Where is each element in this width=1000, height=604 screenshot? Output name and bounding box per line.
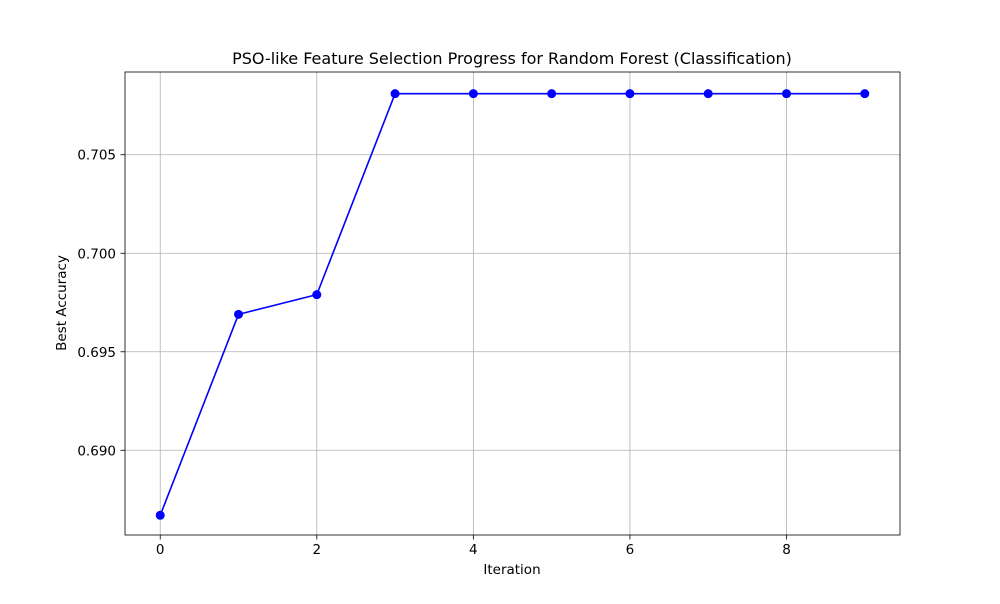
y-tick-label: 0.690 bbox=[77, 443, 116, 459]
data-point bbox=[234, 309, 244, 319]
data-point bbox=[625, 89, 635, 99]
data-point bbox=[703, 89, 713, 99]
data-point bbox=[468, 89, 478, 99]
series-layer bbox=[155, 89, 870, 520]
data-point bbox=[860, 89, 870, 99]
grid-layer bbox=[125, 72, 900, 535]
x-tick-label: 2 bbox=[312, 542, 321, 558]
x-axis-label: Iteration bbox=[483, 562, 540, 578]
data-point bbox=[312, 290, 322, 300]
x-tick-label: 6 bbox=[626, 542, 635, 558]
y-axis-label: Best Accuracy bbox=[54, 255, 70, 351]
chart-title: PSO-like Feature Selection Progress for … bbox=[232, 49, 792, 68]
data-point bbox=[781, 89, 791, 99]
data-point bbox=[547, 89, 557, 99]
y-tick-label: 0.695 bbox=[77, 345, 116, 361]
x-tick-label: 4 bbox=[469, 542, 478, 558]
data-point bbox=[155, 510, 165, 520]
series-line bbox=[159, 92, 865, 516]
axes-layer: 0 2 4 6 8 0.690 0.695 0.700 0.705 bbox=[77, 71, 901, 558]
data-point bbox=[390, 89, 400, 99]
plot-frame bbox=[124, 71, 901, 536]
x-tick-label: 8 bbox=[782, 542, 791, 558]
x-tick-label: 0 bbox=[156, 542, 165, 558]
y-tick-label: 0.705 bbox=[77, 148, 116, 164]
y-tick-label: 0.700 bbox=[77, 246, 116, 262]
